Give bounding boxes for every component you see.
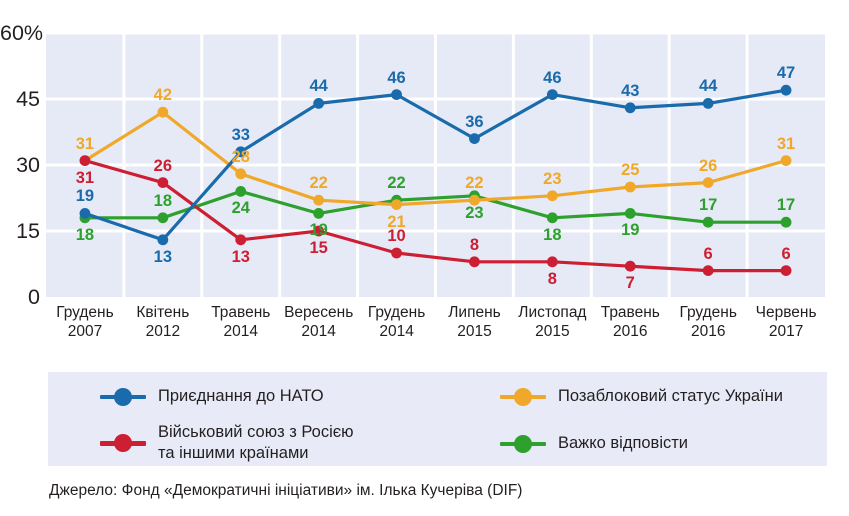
- legend-label-hard-to-answer: Важко відповісти: [558, 434, 689, 452]
- chart-legend: Приєднання до НАТО Військовий союз з Рос…: [48, 372, 827, 466]
- data-label: 23: [465, 203, 484, 222]
- x-axis-year: 2014: [301, 323, 336, 340]
- data-label: 19: [309, 221, 328, 240]
- legend-item-hard-to-answer[interactable]: Важко відповісти: [500, 433, 688, 454]
- x-axis-tick-label: Вересень 2014: [280, 303, 358, 359]
- x-axis-month: Грудень: [56, 304, 114, 321]
- x-axis-month: Грудень: [367, 304, 426, 321]
- x-axis-month: Грудень: [679, 304, 737, 321]
- data-label: 6: [781, 244, 791, 263]
- data-label: 8: [547, 269, 557, 288]
- data-label: 13: [153, 247, 173, 266]
- data-label: 46: [387, 68, 406, 87]
- data-label: 44: [309, 77, 328, 96]
- x-axis-tick-label: Грудень 2016: [669, 303, 747, 359]
- legend-item-nonaligned[interactable]: Позаблоковий статус України: [500, 386, 783, 407]
- y-axis-tick-label: 60%: [0, 21, 44, 45]
- data-label: 46: [543, 68, 562, 87]
- x-axis-month: Травень: [211, 304, 271, 321]
- x-axis-year: 2014: [379, 323, 414, 340]
- legend-column-left: Приєднання до НАТО Військовий союз з Рос…: [100, 372, 460, 466]
- x-axis-year: 2017: [768, 323, 804, 340]
- data-label: 7: [625, 274, 635, 293]
- x-axis-tick-label: Червень 2017: [747, 303, 825, 359]
- data-label: 26: [698, 156, 718, 175]
- x-axis-year: 2016: [613, 323, 648, 340]
- legend-label-russia-alliance-line2: та іншими країнами: [158, 444, 309, 462]
- x-axis-year: 2015: [457, 323, 492, 340]
- data-label: 31: [75, 134, 95, 153]
- x-axis-tick-label: Грудень 2014: [358, 303, 436, 359]
- source-note: Джерело: Фонд «Демократичні ініціативи» …: [49, 482, 523, 499]
- line-marker-icon: [500, 387, 546, 406]
- line-marker-icon: [500, 434, 546, 453]
- legend-label-nato: Приєднання до НАТО: [158, 387, 324, 405]
- x-axis-tick-label: Грудень 2007: [46, 303, 124, 359]
- data-label: 26: [153, 156, 173, 175]
- x-axis-tick-label: Липень 2015: [436, 303, 514, 359]
- data-label: 10: [387, 227, 406, 245]
- legend-label-russia-alliance-line1: Військовий союз з Росією: [158, 423, 354, 441]
- data-label: 21: [387, 212, 406, 231]
- data-label: 22: [387, 174, 406, 193]
- data-label: 22: [465, 174, 484, 193]
- y-axis-tick-label: 30: [16, 153, 40, 177]
- y-axis-tick-label: 0: [28, 285, 40, 309]
- x-axis-month: Червень: [755, 304, 817, 321]
- x-axis-tick-label: Травень 2016: [591, 303, 669, 359]
- data-label: 47: [776, 64, 796, 83]
- data-label: 18: [75, 225, 95, 244]
- x-axis-month: Липень: [448, 304, 501, 321]
- legend-label-russia-alliance: Військовий союз з Росією та іншими країн…: [158, 422, 354, 464]
- data-label: 22: [309, 174, 328, 193]
- x-axis-year: 2014: [223, 323, 258, 340]
- data-label: 42: [153, 86, 173, 105]
- plot-area: 19 13 33 44 46 36 46 43 44 47 31 26 13 15 10 8 8 7 6 6 31 42 2…: [46, 33, 825, 297]
- legend-item-nato[interactable]: Приєднання до НАТО: [100, 386, 324, 407]
- x-axis-month: Травень: [600, 304, 660, 321]
- data-label: 43: [621, 81, 640, 100]
- data-label: 33: [231, 125, 250, 144]
- data-label: 19: [621, 221, 640, 240]
- data-label: 25: [621, 161, 640, 179]
- line-marker-icon: [100, 434, 146, 452]
- data-label: 18: [153, 191, 173, 210]
- data-label: 17: [776, 196, 796, 215]
- y-axis-tick-label: 45: [16, 87, 40, 111]
- data-label: 18: [543, 225, 562, 244]
- data-label: 19: [75, 187, 95, 206]
- data-label: 6: [703, 244, 713, 263]
- data-label: 13: [231, 247, 250, 266]
- data-label: 31: [776, 134, 796, 153]
- data-label: 15: [309, 239, 328, 257]
- x-axis-tick-label: Листопад 2015: [513, 303, 591, 359]
- x-axis-tick-label: Травень 2014: [202, 303, 280, 359]
- x-axis-tick-label: Квітень 2012: [124, 303, 202, 359]
- x-axis-month: Вересень: [284, 304, 354, 321]
- x-axis-year: 2012: [145, 323, 181, 340]
- data-label: 23: [543, 169, 562, 188]
- y-axis-tick-label: 15: [16, 219, 40, 243]
- data-label: 31: [75, 168, 95, 187]
- line-chart-svg: [46, 33, 825, 297]
- x-axis-month: Квітень: [136, 304, 190, 321]
- data-label: 36: [465, 112, 484, 131]
- x-axis: Грудень 2007 Квітень 2012 Травень 2014 Вересен…: [46, 303, 825, 359]
- x-axis-year: 2016: [690, 323, 726, 340]
- legend-label-nonaligned: Позаблоковий статус України: [558, 387, 783, 405]
- x-axis-year: 2007: [67, 323, 103, 340]
- data-label: 17: [698, 196, 718, 215]
- data-label: 28: [231, 147, 250, 166]
- line-marker-icon: [100, 387, 146, 406]
- data-label: 8: [469, 235, 480, 254]
- x-axis-month: Листопад: [518, 304, 587, 321]
- legend-item-russia-alliance[interactable]: Військовий союз з Росією та іншими країн…: [100, 422, 354, 464]
- legend-column-right: Позаблоковий статус України Важко відпов…: [500, 372, 830, 466]
- data-label: 24: [231, 199, 250, 218]
- x-axis-year: 2015: [535, 323, 570, 340]
- data-label: 44: [698, 77, 718, 96]
